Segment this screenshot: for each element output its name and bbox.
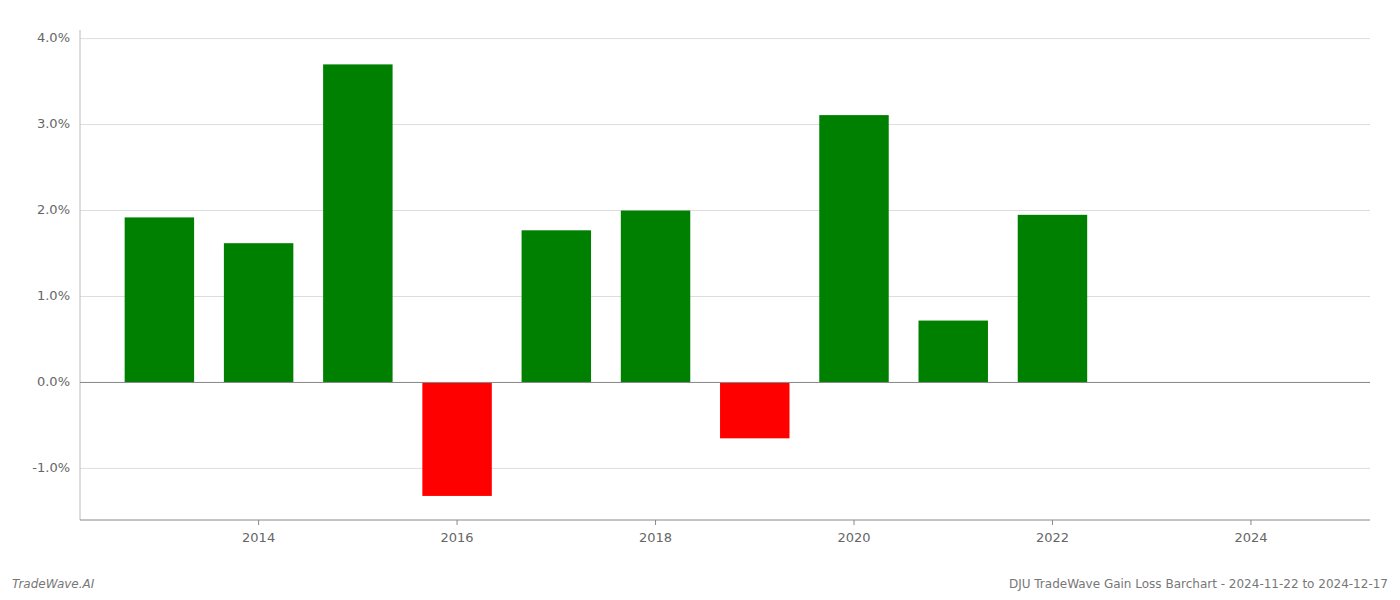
y-tick-label: 4.0% — [37, 30, 70, 45]
y-tick-label: 2.0% — [37, 202, 70, 217]
chart: -1.0% 0.0% 1.0% 2.0% 3.0% 4.0% 2014 2016 2018 202… — [0, 0, 1400, 600]
footer-left: TradeWave.AI — [12, 577, 95, 591]
bars — [125, 64, 1088, 496]
x-tick-label: 2020 — [837, 530, 870, 545]
x-tick — [258, 520, 259, 525]
grid-line — [80, 38, 1370, 39]
bar — [819, 115, 888, 382]
bar — [720, 382, 789, 438]
y-tick-label: 1.0% — [37, 288, 70, 303]
y-axis: -1.0% 0.0% 1.0% 2.0% 3.0% 4.0% — [32, 30, 80, 520]
x-tick-label: 2016 — [441, 530, 474, 545]
grid-line — [80, 210, 1370, 211]
grid-line — [80, 382, 1370, 383]
y-tick-label: 3.0% — [37, 116, 70, 131]
bar — [919, 321, 988, 383]
x-tick-label: 2024 — [1234, 530, 1267, 545]
y-tick-label: -1.0% — [32, 460, 70, 475]
x-tick — [1250, 520, 1251, 525]
bar — [224, 243, 293, 382]
x-tick — [854, 520, 855, 525]
x-tick — [1052, 520, 1053, 525]
bar — [125, 217, 194, 382]
y-axis-line — [80, 30, 81, 520]
bar — [1018, 215, 1087, 383]
x-tick — [457, 520, 458, 525]
bar — [522, 230, 591, 382]
bar — [323, 64, 392, 382]
x-tick — [655, 520, 656, 525]
bar — [621, 211, 690, 383]
x-tick-label: 2018 — [639, 530, 672, 545]
grid-line — [80, 124, 1370, 125]
grid-line — [80, 468, 1370, 469]
x-axis: 2014 2016 2018 2020 2022 2024 — [80, 520, 1370, 545]
zero-line — [80, 382, 1370, 383]
x-tick-label: 2022 — [1036, 530, 1069, 545]
grid — [80, 39, 1370, 469]
y-tick-label: 0.0% — [37, 374, 70, 389]
x-tick-label: 2014 — [242, 530, 275, 545]
footer-right: DJU TradeWave Gain Loss Barchart - 2024-… — [1009, 577, 1388, 591]
x-axis-line — [80, 520, 1370, 521]
bar — [422, 382, 491, 495]
